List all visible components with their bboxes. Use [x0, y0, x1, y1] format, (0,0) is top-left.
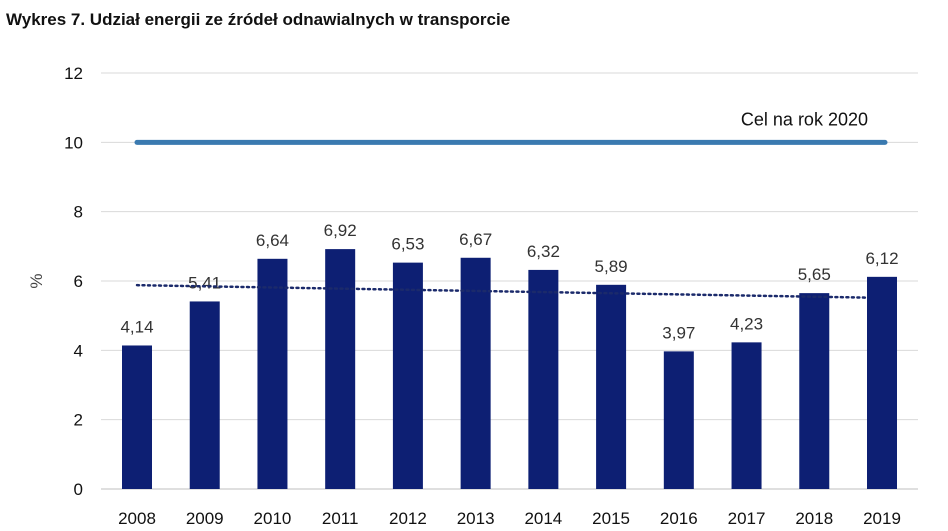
y-tick-label: 2	[74, 411, 83, 430]
y-tick-labels: 0 2 4 6 8 10 12	[64, 64, 83, 499]
x-tick-label: 2013	[457, 509, 495, 528]
bar-2008	[122, 345, 152, 489]
y-tick-label: 10	[64, 133, 83, 152]
data-label-2009: 5,41	[188, 273, 221, 292]
y-tick-label: 4	[74, 341, 83, 360]
x-tick-label: 2011	[322, 509, 359, 528]
x-tick-label: 2014	[524, 509, 562, 528]
bar-2013	[460, 257, 491, 489]
data-label-2013: 6,67	[459, 230, 492, 249]
chart-title: Wykres 7. Udział energii ze źródeł odnaw…	[6, 10, 511, 29]
x-tick-label: 2012	[389, 509, 427, 528]
data-label-2014: 6,32	[527, 242, 560, 261]
bar-2019	[867, 276, 897, 489]
y-tick-label: 12	[64, 64, 83, 83]
x-tick-labels: 2008 2009 2010 2011 2012 2013 2014 2015 2016 2017…	[118, 509, 901, 528]
x-tick-label: 2008	[118, 509, 156, 528]
data-label-2012: 6,53	[391, 235, 424, 254]
y-tick-label: 0	[74, 480, 83, 499]
data-label-2010: 6,64	[256, 231, 289, 250]
data-labels: 4,14 5,41 6,64 6,92 6,53 6,67 6,32 5,89 3,97 4,23…	[120, 221, 898, 342]
bar-2012	[392, 262, 423, 489]
grid-lines	[101, 72, 918, 490]
bar-2014	[528, 269, 559, 489]
data-label-2008: 4,14	[120, 317, 153, 336]
bar-2010	[257, 258, 288, 489]
bar-2011	[325, 249, 356, 489]
data-label-2019: 6,12	[865, 249, 898, 268]
x-tick-label: 2016	[660, 509, 698, 528]
x-tick-label: 2019	[863, 509, 901, 528]
target-label: Cel na rok 2020	[741, 109, 868, 129]
data-label-2016: 3,97	[662, 323, 695, 342]
data-label-2018: 5,65	[798, 265, 831, 284]
data-label-2011: 6,92	[324, 221, 357, 240]
y-axis-label: %	[27, 273, 46, 288]
bar-2015	[596, 284, 627, 489]
x-tick-label: 2017	[728, 509, 766, 528]
bar-2017	[731, 342, 762, 489]
x-tick-label: 2018	[795, 509, 833, 528]
y-tick-label: 6	[74, 272, 83, 291]
bar-2016	[663, 351, 694, 489]
trend-line	[135, 283, 870, 299]
bar-2009	[189, 301, 220, 489]
data-label-2017: 4,23	[730, 314, 763, 333]
bar-2018	[799, 293, 830, 489]
data-label-2015: 5,89	[595, 257, 628, 276]
bars	[122, 249, 897, 489]
x-tick-label: 2015	[592, 509, 630, 528]
y-tick-label: 8	[74, 203, 83, 222]
x-tick-label: 2010	[254, 509, 292, 528]
x-tick-label: 2009	[186, 509, 224, 528]
